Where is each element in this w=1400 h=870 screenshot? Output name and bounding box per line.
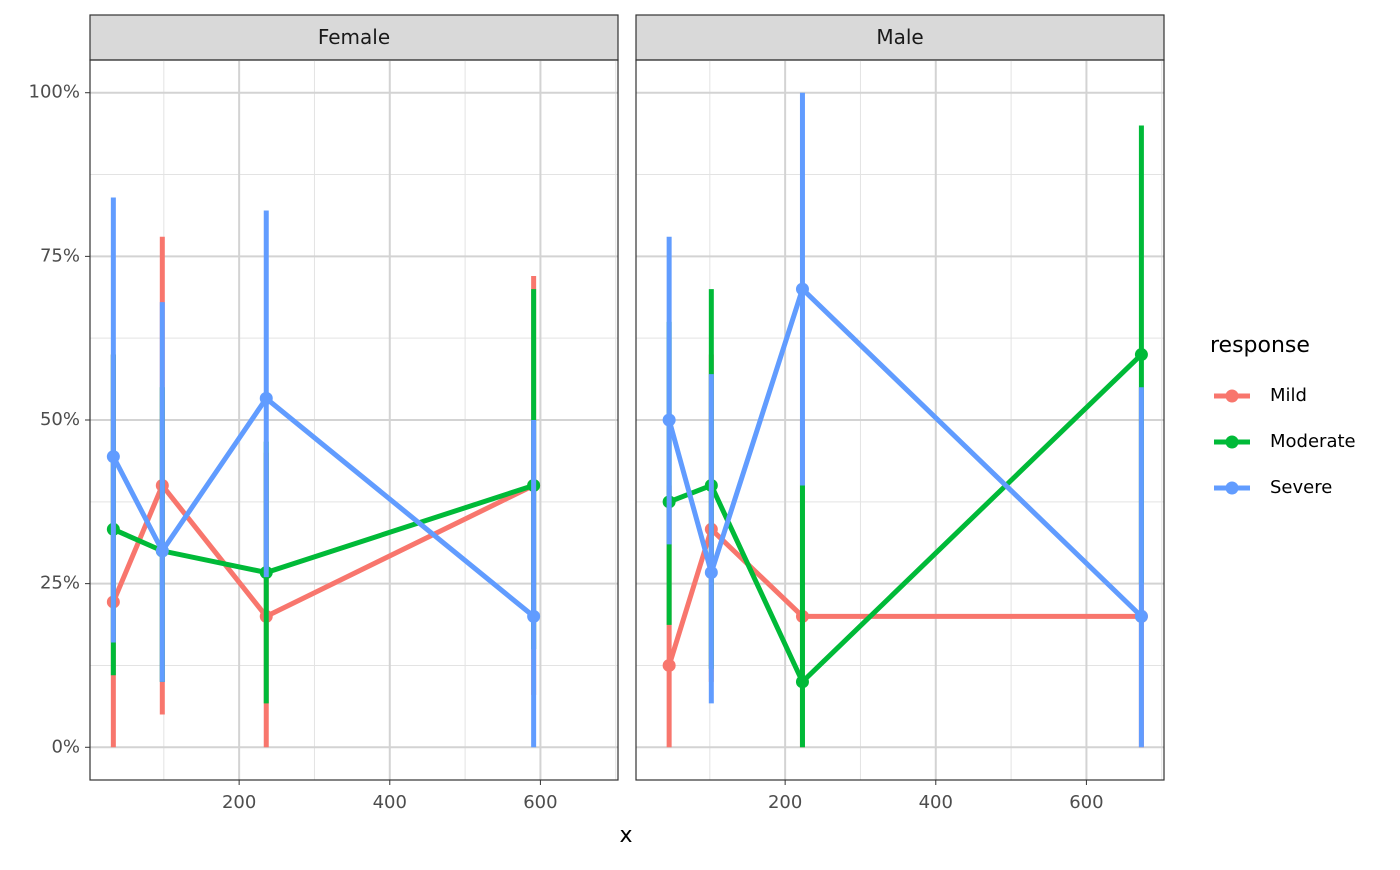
legend-label: Mild [1270,385,1307,406]
point [662,413,676,427]
point [527,609,541,623]
y-tick-label: 75% [40,245,80,266]
x-tick-label: 400 [373,792,407,813]
series-line [111,480,535,620]
x-tick-label: 200 [768,792,802,813]
point [155,544,169,558]
point [106,450,120,464]
panel-border [635,59,1165,781]
x-axis-label: x [619,823,632,848]
y-tick-label: 0% [51,736,80,757]
point [795,282,809,296]
series-line [666,524,1142,667]
facet-title: Male [876,25,923,49]
legend-label: Moderate [1270,431,1356,452]
point [795,675,809,689]
x-tick-label: 600 [1069,792,1103,813]
y-tick-label: 50% [40,409,80,430]
point [1134,348,1148,362]
series-line [666,284,1144,619]
point [662,658,676,672]
panel-border [89,59,619,781]
legend-label: Severe [1270,477,1332,498]
y-tick-label: 100% [29,82,80,103]
point [704,566,718,580]
series-line [111,394,536,619]
facet-strip [89,14,619,61]
facet-title: Female [318,25,390,49]
legend-point [1225,389,1239,403]
point [1134,609,1148,623]
facet-strip [635,14,1165,61]
x-tick-label: 200 [222,792,256,813]
x-tick-label: 400 [919,792,953,813]
y-tick-label: 25% [40,573,80,594]
point [259,391,273,405]
legend-point [1225,435,1239,449]
series-line [112,483,535,576]
series-line [668,352,1144,687]
legend-point [1225,481,1239,495]
legend-title: response [1210,333,1310,358]
x-tick-label: 600 [523,792,557,813]
